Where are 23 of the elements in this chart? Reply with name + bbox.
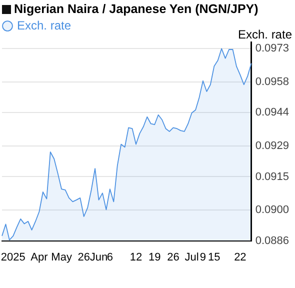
x-tick-label: 2025 — [0, 251, 26, 264]
y-tick-label: 0.0973 — [255, 42, 290, 55]
legend-label: Exch. rate — [17, 18, 72, 32]
y-axis-title: Exch. rate — [238, 27, 292, 42]
y-tick-label: 0.0915 — [255, 170, 290, 183]
x-tick-label: Jul — [184, 251, 199, 264]
x-tick-label: 19 — [148, 251, 161, 264]
x-tick-label: 6 — [106, 251, 113, 264]
x-tick-label: 26 — [78, 251, 90, 264]
y-tick-label: 0.0900 — [255, 204, 290, 216]
chart-title: Nigerian Naira / Japanese Yen (NGN/JPY) — [14, 2, 258, 16]
x-tick-label: Jun — [90, 251, 108, 264]
x-tick-label: 26 — [167, 251, 180, 264]
y-tick-label: 0.0929 — [255, 140, 290, 152]
y-tick-label: 0.0886 — [255, 234, 290, 247]
x-tick-label: 12 — [130, 251, 142, 264]
x-tick-label: 22 — [234, 251, 246, 264]
x-tick-label: Apr — [30, 251, 48, 264]
x-tick-label: 9 — [200, 251, 206, 264]
x-tick-label: 15 — [208, 251, 220, 264]
y-tick-label: 0.0944 — [255, 106, 290, 119]
x-tick-label: May — [51, 251, 72, 264]
y-tick-label: 0.0958 — [255, 76, 290, 88]
